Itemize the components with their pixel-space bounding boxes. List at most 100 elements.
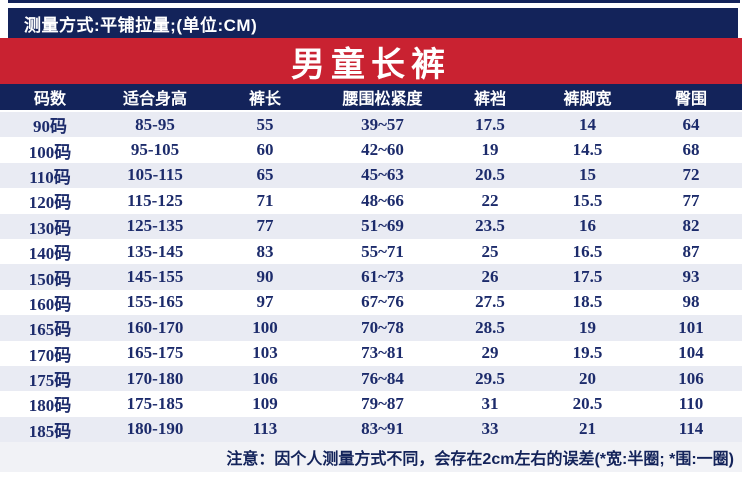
value-cell: 20 — [579, 368, 596, 388]
value-cell: 23.5 — [475, 216, 505, 236]
value-cell: 160-170 — [126, 317, 184, 337]
value-cell: 21 — [579, 419, 596, 439]
value-cell: 65 — [256, 165, 274, 185]
size-cell: 170码 — [28, 345, 72, 365]
value-cell: 170-180 — [126, 368, 184, 388]
value-cell: 83~91 — [361, 419, 404, 439]
value-cell: 71 — [256, 190, 274, 210]
table-row: 150码 145-155 90 61~73 26 17.5 93 — [0, 264, 742, 290]
value-cell: 27.5 — [475, 292, 505, 312]
value-cell: 45~63 — [361, 165, 404, 185]
value-cell: 115-125 — [127, 190, 183, 210]
size-cell: 175码 — [28, 371, 72, 391]
value-cell: 110 — [678, 393, 704, 413]
value-cell: 73~81 — [361, 343, 404, 363]
value-cell: 20.5 — [572, 393, 603, 413]
note-strip: 注意：因个人测量方式不同，会存在2cm左右的误差(*宽:半圈; *围:一圈) — [0, 442, 742, 473]
value-cell: 17.5 — [475, 114, 505, 134]
value-cell: 106 — [678, 368, 704, 388]
value-cell: 16.5 — [572, 241, 603, 261]
value-cell: 180-190 — [126, 419, 184, 439]
value-cell: 67~76 — [361, 292, 404, 312]
table-row: 140码 135-145 83 55~71 25 16.5 87 — [0, 238, 742, 265]
value-cell: 19.5 — [572, 343, 603, 363]
top-border-line — [8, 0, 740, 3]
value-cell: 85-95 — [135, 114, 175, 134]
value-cell: 29.5 — [475, 368, 505, 388]
value-cell: 114 — [678, 419, 704, 439]
value-cell: 106 — [252, 368, 278, 388]
value-cell: 82 — [682, 216, 700, 236]
value-cell: 16 — [579, 216, 596, 236]
value-cell: 101 — [678, 317, 704, 337]
table-row: 170码 165-175 103 73~81 29 19.5 104 — [0, 340, 742, 366]
value-cell: 145-155 — [126, 267, 184, 287]
value-cell: 68 — [682, 140, 700, 160]
table-row: 120码 115-125 71 48~66 22 15.5 77 — [0, 188, 742, 214]
value-cell: 28.5 — [475, 317, 505, 337]
value-cell: 98 — [682, 292, 700, 312]
size-cell: 185码 — [28, 421, 72, 441]
value-cell: 55~71 — [361, 241, 404, 261]
value-cell: 64 — [682, 114, 700, 134]
value-cell: 79~87 — [361, 393, 404, 413]
column-header: 臀围 — [674, 91, 707, 108]
title-banner: 男童长裤 — [0, 38, 742, 84]
value-cell: 22 — [481, 190, 499, 210]
size-cell: 120码 — [28, 193, 72, 213]
table-row: 90码 85-95 55 39~57 17.5 14 64 — [0, 112, 742, 138]
value-cell: 77 — [682, 190, 700, 210]
size-cell: 150码 — [28, 269, 72, 289]
column-header: 裤脚宽 — [563, 91, 612, 108]
value-cell: 90 — [256, 267, 274, 287]
size-cell: 130码 — [28, 218, 72, 238]
value-cell: 31 — [481, 393, 499, 413]
value-cell: 51~69 — [361, 216, 404, 236]
value-cell: 103 — [252, 343, 278, 363]
size-cell: 160码 — [28, 294, 72, 314]
value-cell: 83 — [256, 241, 274, 261]
size-cell: 140码 — [28, 244, 72, 264]
value-cell: 100 — [252, 317, 278, 337]
table-row: 180码 175-185 109 79~87 31 20.5 110 — [0, 391, 742, 417]
value-cell: 42~60 — [361, 140, 404, 160]
value-cell: 113 — [252, 419, 278, 439]
table-row: 160码 155-165 97 67~76 27.5 18.5 98 — [0, 289, 742, 316]
page-title: 男童长裤 — [291, 46, 451, 84]
measurement-note-text: 测量方式:平铺拉量;(单位:CM) — [24, 15, 258, 35]
value-cell: 95-105 — [130, 140, 180, 160]
size-cell: 165码 — [28, 320, 72, 340]
value-cell: 19 — [481, 140, 499, 160]
value-cell: 20.5 — [475, 165, 505, 185]
error-note-text: 注意：因个人测量方式不同，会存在2cm左右的误差(*宽:半圈; *围:一圈) — [226, 451, 734, 469]
value-cell: 109 — [252, 393, 278, 413]
value-cell: 72 — [682, 165, 700, 185]
value-cell: 97 — [256, 292, 274, 312]
value-cell: 60 — [256, 140, 274, 160]
table-row: 165码 160-170 100 70~78 28.5 19 101 — [0, 315, 742, 341]
value-cell: 135-145 — [126, 241, 184, 261]
value-cell: 26 — [481, 267, 499, 287]
value-cell: 155-165 — [126, 292, 184, 312]
value-cell: 55 — [256, 114, 274, 134]
value-cell: 15 — [579, 165, 596, 185]
value-cell: 125-135 — [126, 216, 184, 236]
table-row: 130码 125-135 77 51~69 23.5 16 82 — [0, 213, 742, 239]
size-cell: 90码 — [33, 117, 67, 137]
value-cell: 33 — [481, 419, 499, 439]
value-cell: 61~73 — [361, 267, 404, 287]
value-cell: 104 — [678, 343, 704, 363]
measurement-note-bar: 测量方式:平铺拉量;(单位:CM) — [8, 8, 738, 38]
table-row: 100码 95-105 60 42~60 19 14.5 68 — [0, 137, 742, 163]
value-cell: 19 — [579, 317, 596, 337]
table-row: 185码 180-190 113 83~91 33 21 114 — [0, 416, 742, 443]
value-cell: 39~57 — [361, 114, 404, 134]
size-cell: 110码 — [29, 167, 71, 187]
value-cell: 18.5 — [572, 292, 603, 312]
value-cell: 17.5 — [572, 267, 603, 287]
value-cell: 93 — [682, 267, 700, 287]
value-cell: 15.5 — [572, 190, 603, 210]
column-header: 裤长 — [248, 91, 281, 108]
value-cell: 77 — [256, 216, 274, 236]
table-header-row: 码数 适合身高 裤长 腰围松紧度 裤裆 裤脚宽 臀围 — [0, 84, 742, 112]
